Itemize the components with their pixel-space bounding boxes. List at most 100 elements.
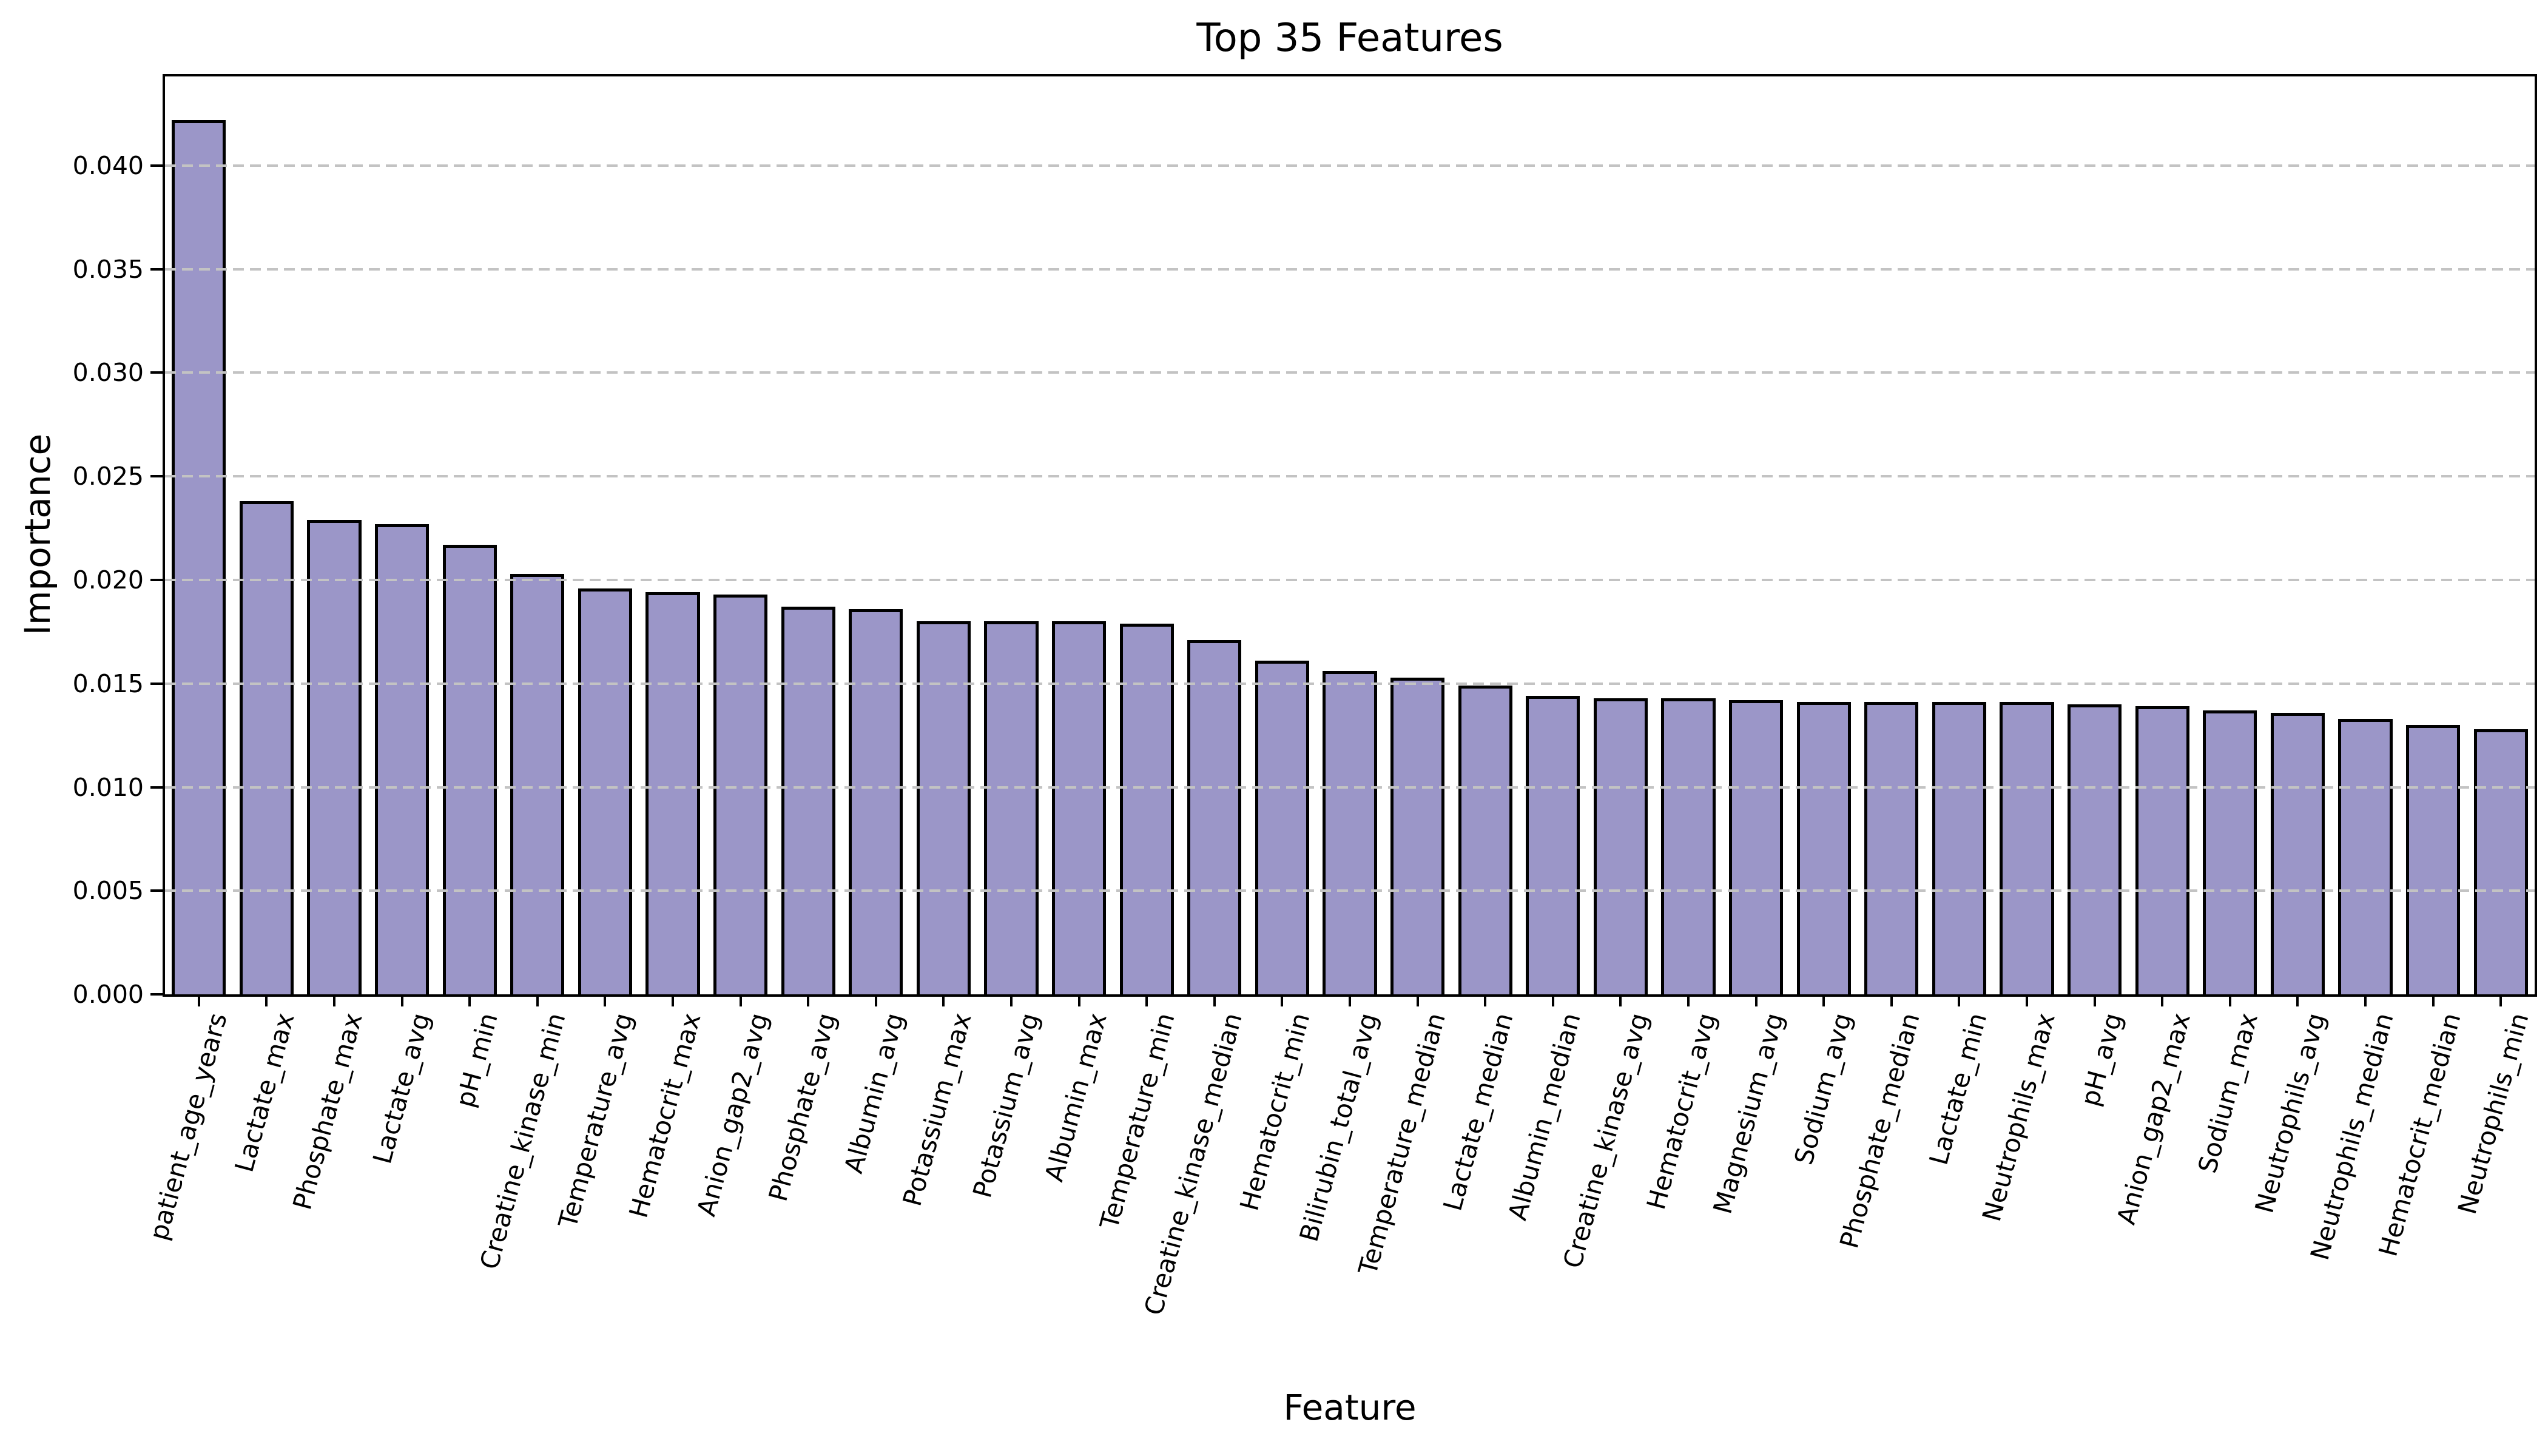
x-tick <box>1349 997 1351 1006</box>
bar <box>1932 702 1987 994</box>
bar <box>2473 729 2528 994</box>
grid-line <box>165 786 2535 789</box>
x-tick <box>1010 997 1013 1006</box>
y-tick <box>150 475 163 478</box>
x-tick <box>1077 997 1080 1006</box>
x-tick <box>672 997 674 1006</box>
bar <box>239 501 294 994</box>
x-tick-label: Lactate_min <box>1923 1009 1993 1168</box>
grid-line <box>165 475 2535 478</box>
y-tick-label: 0.005 <box>72 876 144 906</box>
x-tick-label: patient_age_years <box>143 1009 233 1244</box>
bar <box>1796 702 1851 994</box>
bar <box>2135 706 2189 994</box>
y-tick-label: 0.035 <box>72 254 144 284</box>
bar <box>849 608 903 994</box>
x-tick-label: pH_avg <box>2075 1009 2129 1110</box>
y-tick <box>150 268 163 271</box>
x-tick-label: Potassium_avg <box>967 1009 1045 1201</box>
x-tick <box>1822 997 1825 1006</box>
x-tick-label: Albumin_avg <box>838 1009 910 1177</box>
bar <box>2000 702 2054 994</box>
bar <box>442 544 497 994</box>
x-tick-label: Potassium_max <box>897 1009 977 1210</box>
x-tick-label: Lactate_median <box>1437 1009 1519 1214</box>
x-tick <box>2296 997 2299 1006</box>
grid-line <box>165 682 2535 685</box>
y-tick-label: 0.015 <box>72 669 144 698</box>
x-tick-label: Sodium_avg <box>1788 1009 1858 1168</box>
bar <box>578 588 633 994</box>
y-tick-label: 0.010 <box>72 772 144 802</box>
x-tick <box>265 997 268 1006</box>
bar <box>1661 698 1716 994</box>
x-tick <box>468 997 471 1006</box>
x-tick <box>2161 997 2164 1006</box>
x-tick-label: Hematocrit_avg <box>1640 1009 1722 1213</box>
bar <box>2338 718 2393 994</box>
x-tick <box>942 997 945 1006</box>
x-tick-label: Anion_gap2_avg <box>691 1009 775 1219</box>
bar <box>781 607 835 994</box>
x-tick <box>1145 997 1148 1006</box>
x-tick-label: Neutrophils_min <box>2452 1009 2535 1218</box>
x-tick <box>1484 997 1487 1006</box>
bar <box>1255 661 1310 994</box>
x-tick <box>2499 997 2502 1006</box>
y-tick-label: 0.030 <box>72 358 144 388</box>
y-tick <box>150 786 163 789</box>
x-tick <box>807 997 810 1006</box>
x-tick <box>2364 997 2367 1006</box>
bar <box>984 621 1039 994</box>
x-tick <box>400 997 403 1006</box>
x-tick-label: Phosphate_max <box>286 1009 368 1213</box>
bar <box>1390 677 1445 994</box>
plot-area <box>163 74 2537 997</box>
x-tick <box>536 997 539 1006</box>
bar <box>1323 671 1377 994</box>
chart-title: Top 35 Features <box>1196 16 1503 61</box>
bar <box>1187 640 1242 994</box>
x-tick-label: Hematocrit_min <box>1234 1009 1316 1214</box>
x-tick-label: Albumin_median <box>1502 1009 1587 1224</box>
x-tick <box>2432 997 2435 1006</box>
bar <box>172 120 226 994</box>
x-tick-label: Neutrophils_avg <box>2249 1009 2331 1216</box>
grid-line <box>165 578 2535 581</box>
x-tick <box>1213 997 1216 1006</box>
y-tick-label: 0.020 <box>72 565 144 595</box>
x-tick <box>1890 997 1893 1006</box>
grid-line <box>165 268 2535 271</box>
y-axis-label: Importance <box>17 433 58 636</box>
x-tick <box>1958 997 1961 1006</box>
bar <box>375 524 430 994</box>
bar <box>1864 702 1919 994</box>
bar <box>2270 712 2325 994</box>
x-axis-label: Feature <box>1283 1387 1417 1428</box>
x-tick <box>1551 997 1554 1006</box>
x-tick-label: Anion_gap2_max <box>2111 1009 2196 1228</box>
bar <box>1458 686 1512 994</box>
x-tick <box>874 997 877 1006</box>
grid-line <box>165 889 2535 892</box>
bar <box>1729 700 1784 994</box>
bar <box>1593 698 1648 994</box>
y-tick <box>150 682 163 685</box>
bar <box>645 592 700 994</box>
x-tick-label: Magnesium_avg <box>1707 1009 1790 1218</box>
x-tick <box>2093 997 2096 1006</box>
x-tick-label: Temperature_min <box>1094 1009 1181 1232</box>
x-tick <box>1619 997 1622 1006</box>
y-tick <box>150 889 163 892</box>
bar <box>1526 696 1580 994</box>
bar <box>307 519 362 994</box>
y-tick <box>150 578 163 581</box>
y-tick <box>150 164 163 167</box>
x-tick <box>2026 997 2028 1006</box>
y-tick-label: 0.000 <box>72 980 144 1009</box>
bar <box>2406 725 2461 994</box>
x-tick-label: Hematocrit_max <box>623 1009 707 1221</box>
bar <box>1119 623 1174 994</box>
x-tick-label: Albumin_max <box>1039 1009 1113 1185</box>
